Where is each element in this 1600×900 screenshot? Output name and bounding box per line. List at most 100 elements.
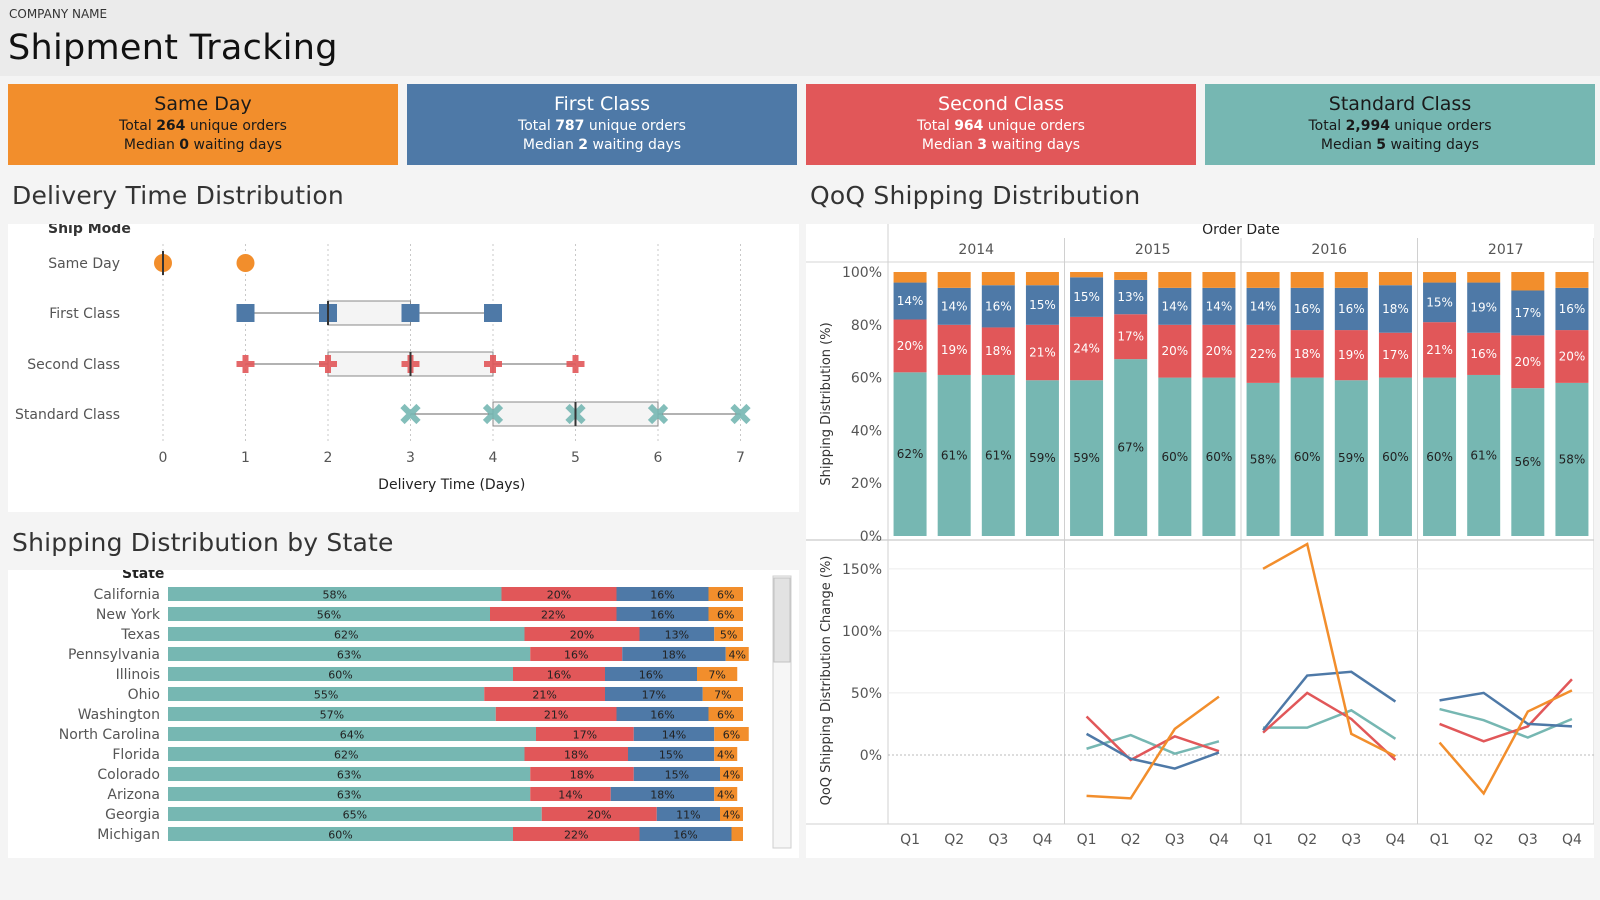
state-data-label: 18% <box>564 749 588 762</box>
qoq-chart-panel: Order Date 2014 2015 2016 2017 0% 20% 40% 60% 80%… <box>806 222 1595 860</box>
bar-data-label: 16% <box>985 299 1012 313</box>
state-bar-first-class <box>610 787 715 801</box>
line-series-second-class <box>1439 678 1573 743</box>
bar-segment-first-class <box>1511 290 1545 336</box>
bar-data-label: 21% <box>1029 346 1056 360</box>
bar-data-label: 16% <box>1338 302 1365 316</box>
state-data-label: 22% <box>564 829 588 842</box>
bar-data-label: 58% <box>1250 452 1277 466</box>
state-label: Georgia <box>105 807 160 823</box>
state-label: Colorado <box>97 767 160 783</box>
kpi-card-same-day[interactable]: Same Day Total 264 unique orders Median … <box>8 84 398 165</box>
bar-segment-same-day <box>893 272 927 283</box>
quarter-label: Q1 <box>1430 832 1450 848</box>
bar-segment-same-day <box>1423 272 1457 283</box>
state-bar-second-class <box>490 607 617 621</box>
bar-segment-first-class <box>937 287 971 325</box>
row-label-second-class: Second Class <box>27 357 120 373</box>
bar-data-label: 17% <box>1514 306 1541 320</box>
state-data-label: 62% <box>334 749 358 762</box>
state-bar-same-day <box>697 667 738 681</box>
state-bar-second-class <box>536 727 634 741</box>
state-label: Pennsylvania <box>68 647 160 663</box>
state-label: New York <box>96 607 161 623</box>
state-bar-same-day <box>714 787 738 801</box>
state-section-title: Shipping Distribution by State <box>12 528 394 557</box>
state-data-label: 6% <box>717 589 734 602</box>
bar-segment-first-class <box>1555 287 1589 331</box>
bar-y-tick: 40% <box>851 423 882 439</box>
kpi-total: Total 2,994 unique orders <box>1308 118 1492 134</box>
bar-segment-second-class <box>1070 316 1104 381</box>
state-data-label: 4% <box>723 809 740 822</box>
bar-segment-second-class <box>1467 332 1501 375</box>
state-data-label: 7% <box>708 669 725 682</box>
box-first-class <box>327 300 411 326</box>
point-first-class <box>236 304 255 322</box>
state-bar-same-day <box>714 627 743 641</box>
order-date-header: Order Date <box>1202 224 1280 238</box>
bar-segment-same-day <box>1334 272 1368 288</box>
state-data-label: 60% <box>328 669 352 682</box>
bar-segment-second-class <box>1158 324 1192 378</box>
state-bar-second-class <box>530 787 611 801</box>
bar-segment-second-class <box>1202 324 1236 378</box>
state-data-label: 22% <box>541 609 565 622</box>
bar-segment-second-class <box>1378 332 1412 378</box>
bar-segment-same-day <box>1158 272 1192 288</box>
quarter-label: Q1 <box>1077 832 1097 848</box>
state-bar-standard-class <box>168 607 490 621</box>
state-label: California <box>94 587 160 603</box>
bar-segment-first-class <box>981 285 1015 328</box>
bar-segment-same-day <box>1025 272 1059 286</box>
quarter-label: Q2 <box>1297 832 1317 848</box>
state-label: Texas <box>120 627 160 643</box>
bar-data-label: 59% <box>1338 451 1365 465</box>
state-bar-second-class <box>530 647 623 661</box>
state-label: Washington <box>78 707 160 723</box>
state-data-label: 13% <box>665 629 689 642</box>
bar-data-label: 15% <box>1426 295 1453 309</box>
ship-mode-header: Ship Mode <box>48 224 131 237</box>
state-data-label: 16% <box>547 669 571 682</box>
qoq-chart: Order Date 2014 2015 2016 2017 0% 20% 40% 60% 80%… <box>806 222 1595 848</box>
state-data-label: 6% <box>717 709 734 722</box>
bar-segment-standard-class <box>937 374 971 536</box>
bar-segment-standard-class <box>1467 374 1501 536</box>
bar-data-label: 60% <box>1426 450 1453 464</box>
bar-data-label: 60% <box>1382 450 1409 464</box>
state-bar-same-day <box>720 807 743 821</box>
bar-segment-same-day <box>1202 272 1236 288</box>
kpi-name: Second Class <box>938 93 1064 115</box>
x-axis-title: Delivery Time (Days) <box>378 477 525 493</box>
delivery-boxplot: Ship Mode 0 1 2 3 4 5 6 7 Delivery Time (Days) Sam… <box>15 221 751 493</box>
bar-segment-standard-class <box>1025 380 1059 536</box>
line-y-tick: 0% <box>860 748 882 764</box>
state-bar-standard-class <box>168 647 531 661</box>
bar-segment-second-class <box>1114 314 1148 360</box>
state-data-label: 5% <box>720 629 737 642</box>
bar-segment-standard-class <box>1334 380 1368 536</box>
bar-segment-first-class <box>1246 287 1280 325</box>
state-data-label: 7% <box>714 689 731 702</box>
state-data-label: 4% <box>717 789 734 802</box>
kpi-total: Total 964 unique orders <box>917 118 1085 134</box>
point-same-day <box>236 254 255 272</box>
kpi-card-second-class[interactable]: Second Class Total 964 unique orders Med… <box>806 84 1196 165</box>
bar-data-label: 18% <box>985 344 1012 358</box>
point-first-class <box>401 304 420 322</box>
bar-segment-first-class <box>1158 287 1192 325</box>
state-bar-first-class <box>639 627 715 641</box>
state-bar-first-class <box>639 827 732 841</box>
row-label-first-class: First Class <box>49 306 120 322</box>
x-tick-label: 0 <box>159 450 168 466</box>
bar-segment-second-class <box>893 319 927 373</box>
state-data-label: 64% <box>340 729 364 742</box>
bar-data-label: 16% <box>1294 302 1321 316</box>
year-label: 2017 <box>1488 242 1524 258</box>
state-data-label: 21% <box>532 689 556 702</box>
quarter-label: Q2 <box>1121 832 1141 848</box>
kpi-card-standard-class[interactable]: Standard Class Total 2,994 unique orders… <box>1205 84 1595 165</box>
bar-data-label: 20% <box>1559 349 1586 363</box>
kpi-card-first-class[interactable]: First Class Total 787 unique orders Medi… <box>407 84 797 165</box>
